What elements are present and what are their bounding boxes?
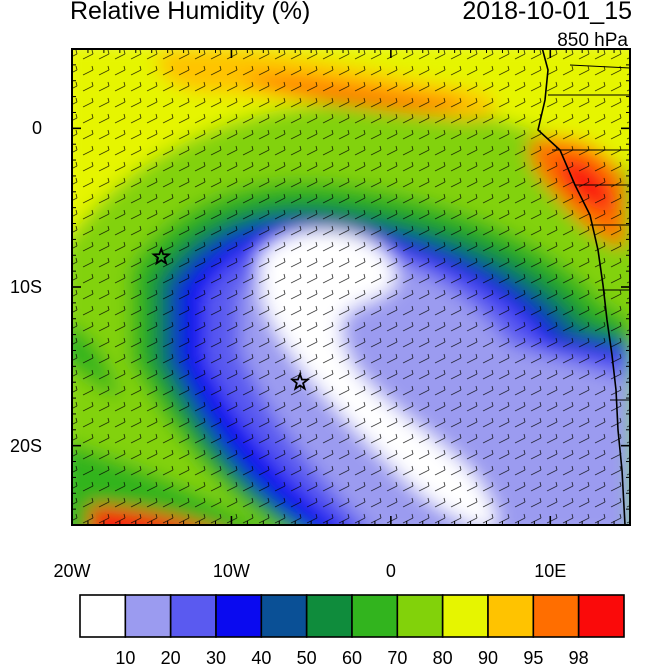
lon-tick-label: 10E bbox=[534, 561, 567, 581]
star-marker-icon bbox=[151, 246, 172, 266]
lat-tick-label: 10S bbox=[9, 277, 42, 297]
colorbar-swatch bbox=[441, 594, 489, 638]
colorbar-label: 90 bbox=[477, 648, 499, 668]
colorbar-label: 70 bbox=[387, 648, 408, 668]
colorbar-swatch bbox=[351, 594, 399, 638]
colorbar-label: 98 bbox=[568, 648, 589, 668]
colorbar-swatch bbox=[487, 594, 535, 638]
colorbar-swatch bbox=[215, 594, 263, 638]
plot-title: Relative Humidity (%) bbox=[70, 0, 311, 25]
colorbar-label: 95 bbox=[523, 648, 544, 668]
lon-tick-label: 20W bbox=[53, 561, 91, 581]
colorbar-label: 30 bbox=[205, 648, 227, 668]
lat-tick-label: 0 bbox=[31, 118, 42, 139]
axis-ticks bbox=[71, 48, 631, 526]
lon-tick-label: 0 bbox=[385, 561, 396, 581]
valid-time: 2018-10-01_15 bbox=[462, 0, 632, 25]
colorbar-label: 60 bbox=[341, 648, 363, 668]
colorbar-swatch bbox=[532, 594, 580, 638]
humidity-field bbox=[72, 49, 630, 525]
lat-tick-label: 20S bbox=[9, 435, 42, 456]
station-markers bbox=[151, 246, 311, 391]
coastline bbox=[537, 49, 626, 525]
colorbar-swatch bbox=[305, 594, 353, 638]
lon-tick-label: 10W bbox=[212, 561, 250, 581]
colorbar-swatch bbox=[124, 594, 172, 638]
colorbar-label: 20 bbox=[160, 648, 181, 668]
colorbar-swatch bbox=[396, 594, 444, 638]
colorbar-swatch bbox=[260, 594, 308, 638]
country-borders bbox=[548, 64, 630, 401]
colorbar-swatch bbox=[79, 594, 127, 638]
pressure-level: 850 hPa bbox=[557, 30, 628, 51]
colorbar-swatch bbox=[169, 594, 217, 638]
colorbar-label: 80 bbox=[432, 648, 453, 668]
star-marker-icon bbox=[289, 371, 311, 391]
colorbar-swatch bbox=[577, 594, 625, 638]
colorbar-label: 40 bbox=[251, 648, 272, 668]
colorbar-label: 10 bbox=[115, 648, 136, 668]
colorbar-label: 50 bbox=[296, 648, 317, 668]
